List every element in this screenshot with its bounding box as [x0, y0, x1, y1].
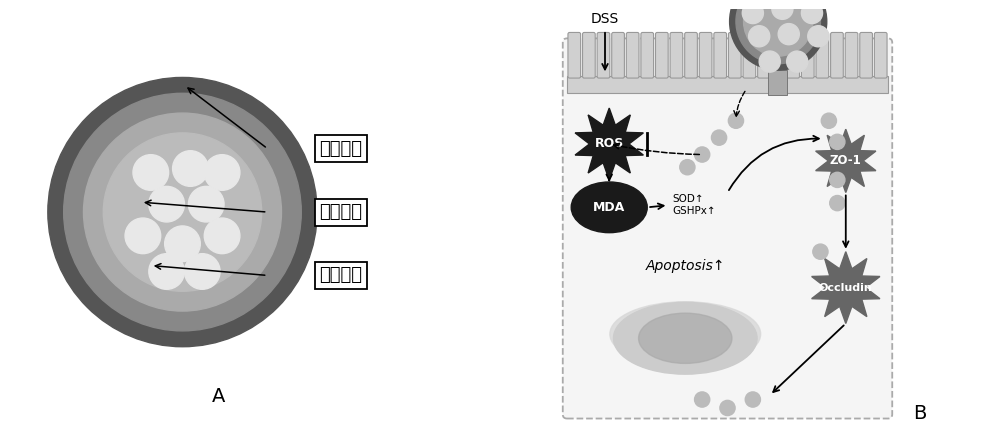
Circle shape	[103, 133, 262, 291]
Text: SOD↑
GSHPx↑: SOD↑ GSHPx↑	[673, 194, 716, 216]
FancyBboxPatch shape	[758, 33, 770, 78]
Bar	[768, 70, 787, 95]
FancyBboxPatch shape	[563, 38, 892, 418]
Circle shape	[830, 172, 845, 187]
Circle shape	[801, 3, 823, 24]
FancyBboxPatch shape	[787, 33, 800, 78]
Text: DSS: DSS	[591, 12, 619, 26]
FancyBboxPatch shape	[860, 33, 872, 78]
Circle shape	[808, 26, 829, 47]
Text: 聚赖氨酸: 聚赖氨酸	[319, 203, 362, 221]
Ellipse shape	[613, 302, 757, 374]
Circle shape	[64, 93, 301, 331]
FancyBboxPatch shape	[831, 33, 843, 78]
Ellipse shape	[610, 302, 761, 367]
Text: B: B	[913, 404, 926, 423]
FancyBboxPatch shape	[568, 33, 581, 78]
Circle shape	[188, 186, 224, 222]
Ellipse shape	[571, 182, 647, 233]
Circle shape	[728, 113, 744, 128]
FancyBboxPatch shape	[656, 33, 668, 78]
Circle shape	[204, 154, 240, 190]
Circle shape	[736, 0, 820, 64]
FancyBboxPatch shape	[597, 33, 610, 78]
Circle shape	[787, 51, 808, 72]
Circle shape	[711, 130, 727, 145]
Circle shape	[184, 253, 220, 290]
Circle shape	[133, 154, 169, 190]
FancyBboxPatch shape	[670, 33, 683, 78]
Text: ROS: ROS	[595, 137, 624, 150]
Circle shape	[830, 195, 845, 211]
Circle shape	[742, 3, 763, 24]
Bar	[567, 77, 888, 93]
Circle shape	[165, 226, 200, 261]
Circle shape	[745, 392, 760, 407]
FancyBboxPatch shape	[685, 33, 697, 78]
Circle shape	[695, 392, 710, 407]
Circle shape	[720, 400, 735, 415]
Circle shape	[173, 150, 208, 186]
FancyBboxPatch shape	[699, 33, 712, 78]
Circle shape	[830, 134, 845, 150]
Circle shape	[813, 244, 828, 259]
Circle shape	[149, 253, 184, 290]
Circle shape	[83, 113, 281, 311]
Text: A: A	[211, 387, 225, 406]
Circle shape	[149, 186, 184, 222]
Polygon shape	[816, 129, 876, 193]
Polygon shape	[575, 108, 643, 180]
Text: 海藻酸钓: 海藻酸钓	[319, 140, 362, 158]
FancyBboxPatch shape	[801, 33, 814, 78]
Circle shape	[759, 51, 780, 72]
Circle shape	[125, 218, 161, 253]
FancyBboxPatch shape	[626, 33, 639, 78]
FancyBboxPatch shape	[714, 33, 727, 78]
Circle shape	[695, 147, 710, 162]
FancyBboxPatch shape	[583, 33, 595, 78]
FancyBboxPatch shape	[641, 33, 654, 78]
FancyBboxPatch shape	[772, 33, 785, 78]
Ellipse shape	[639, 313, 732, 363]
FancyBboxPatch shape	[743, 33, 756, 78]
Circle shape	[821, 113, 836, 128]
Polygon shape	[812, 252, 880, 323]
Circle shape	[778, 24, 799, 45]
Text: MDA: MDA	[593, 201, 625, 214]
Circle shape	[772, 0, 793, 19]
Circle shape	[48, 77, 317, 347]
Circle shape	[680, 160, 695, 175]
Circle shape	[744, 0, 813, 56]
FancyBboxPatch shape	[612, 33, 624, 78]
FancyBboxPatch shape	[728, 33, 741, 78]
Text: Apoptosis↑: Apoptosis↑	[646, 259, 725, 273]
FancyBboxPatch shape	[816, 33, 829, 78]
FancyBboxPatch shape	[845, 33, 858, 78]
Text: 纳米颗粒: 纳米颗粒	[319, 267, 362, 284]
Circle shape	[204, 218, 240, 253]
Circle shape	[749, 26, 770, 47]
FancyBboxPatch shape	[874, 33, 887, 78]
Text: ZO-1: ZO-1	[830, 154, 862, 167]
Circle shape	[730, 0, 827, 70]
Text: Occludin: Occludin	[819, 282, 873, 293]
